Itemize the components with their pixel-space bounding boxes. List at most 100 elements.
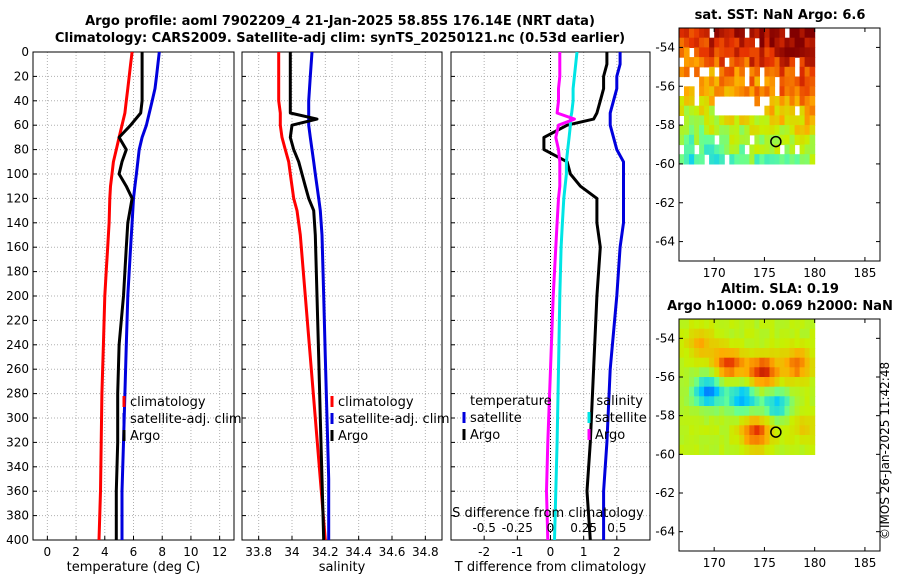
sst_map-cell: [719, 66, 725, 78]
sla_map-cell: [699, 415, 705, 426]
sst_map-cell: [794, 154, 801, 165]
sst_map-cell: [694, 28, 700, 39]
temperature-frame: [32, 51, 235, 541]
sla_map-cell: [724, 328, 730, 339]
sst_map-cell: [729, 57, 735, 68]
depth-tick-label: 0: [21, 45, 29, 59]
salinity-xtick-label: 34.4: [345, 545, 372, 559]
sla_map-cell: [699, 319, 705, 330]
depth-tick-label: 260: [6, 362, 29, 376]
sla_map-cell: [769, 435, 776, 446]
sla_map-cell: [779, 377, 786, 388]
sla_map-cell: [739, 367, 745, 378]
sst_map-cell: [689, 154, 695, 165]
sst_map-cell: [709, 86, 715, 97]
sst_map-cell: [709, 57, 715, 68]
sst_map-cell: [729, 47, 735, 58]
sla_map-cell: [754, 367, 760, 378]
sla_map-cell: [809, 415, 816, 426]
sla_map-cell: [734, 348, 740, 359]
temperature-legend-0-label: climatology: [130, 395, 206, 410]
sst_map-cell: [739, 154, 745, 165]
sst_map-cell: [694, 47, 700, 58]
sla_map-cell: [689, 386, 695, 397]
sst_map-cell: [699, 144, 705, 155]
sla_map-cell: [689, 396, 695, 407]
sst_map-cell: [799, 57, 806, 68]
sla_map-cell: [784, 444, 791, 455]
sla_map-lon-label: 175: [753, 556, 776, 570]
sla_map-cell: [719, 367, 725, 378]
sla_map-cell: [704, 415, 710, 426]
difference-xlabel: T difference from climatology: [454, 560, 647, 575]
sst_map-cell: [779, 154, 786, 165]
sla_map-cell: [754, 338, 760, 349]
sla_map-cell: [699, 377, 705, 388]
sla_map-cell: [794, 357, 801, 368]
sst_map-cell: [724, 86, 730, 97]
sla_map-cell: [694, 357, 700, 368]
sla_map-cell: [724, 435, 730, 446]
depth-tick-label: 320: [6, 435, 29, 449]
sla_map-cell: [724, 338, 730, 349]
sst_map-cell: [779, 125, 786, 136]
sla_map-cell: [739, 319, 745, 330]
sla_map-cell: [799, 377, 806, 388]
sla_map-cell: [784, 367, 791, 378]
sla_map-cell: [734, 415, 740, 426]
salinity-diff-tick-label: 0.25: [570, 521, 597, 535]
sst_map-cell: [724, 134, 730, 146]
difference-xtick-label: 0: [547, 545, 555, 559]
sla_map-cell: [739, 425, 745, 436]
sla_map-cell: [704, 367, 710, 378]
sla_map-cell: [799, 357, 806, 368]
sst_map-cell: [784, 134, 791, 146]
sla_map-cell: [729, 435, 735, 446]
sst_map-cell: [739, 144, 745, 155]
temperature-legend-1-label: satellite-adj. clim: [130, 412, 242, 427]
sst_map-cell: [684, 28, 690, 39]
imos-credit: ©IMOS 26-Jan-2025 11:42:48: [878, 361, 892, 540]
salinity-diff-tick-label: -0.5: [472, 521, 495, 535]
sst_map-cell: [754, 28, 760, 39]
sst_map-cell: [804, 28, 811, 39]
sla_map-cell: [714, 367, 720, 378]
sst_map-cell: [779, 76, 786, 87]
sst_map-cell: [709, 125, 715, 136]
sla_map-cell: [679, 348, 685, 359]
sla_map-cell: [779, 348, 786, 359]
sst_map-cell: [709, 66, 715, 78]
sst_map-cell: [809, 47, 816, 58]
sla_map-cell: [699, 435, 705, 446]
sla_map-cell: [809, 396, 816, 407]
sla_map-cell: [764, 415, 770, 426]
sla_map-cell: [779, 338, 786, 349]
difference-line-t-satellite: [602, 52, 625, 540]
sst_map-lon-label: 185: [853, 266, 876, 280]
sst_map-cell: [774, 47, 781, 58]
sst_map-cell: [734, 28, 740, 39]
sst_map-cell: [799, 37, 806, 48]
sst_map-frame: [678, 27, 881, 262]
sst_map-cell: [699, 115, 705, 126]
sla_map-cell: [694, 435, 700, 446]
sst_map-lon-label: 175: [753, 266, 776, 280]
depth-tick-label: 400: [6, 533, 29, 547]
sst_map-cell: [724, 115, 730, 126]
sla_map-lon-label: 185: [853, 556, 876, 570]
sla_map-cell: [714, 319, 720, 330]
sst_map-cell: [804, 76, 811, 87]
sla_map-cell: [784, 425, 791, 436]
sst_map-cell: [699, 96, 705, 107]
sst_map-cell: [709, 144, 715, 155]
sla_map-cell: [799, 348, 806, 359]
sst_map-cell: [739, 76, 745, 87]
sla_map-cell: [699, 367, 705, 378]
sla_map-cell: [809, 377, 816, 388]
salinity-legend-0-label: climatology: [338, 395, 414, 410]
temperature-line-climatology: [97, 51, 134, 541]
sst_map-cell: [724, 66, 730, 78]
sst_map-cell: [719, 144, 725, 155]
sst_map-cell: [769, 96, 776, 107]
sst_map-cell: [734, 115, 740, 126]
